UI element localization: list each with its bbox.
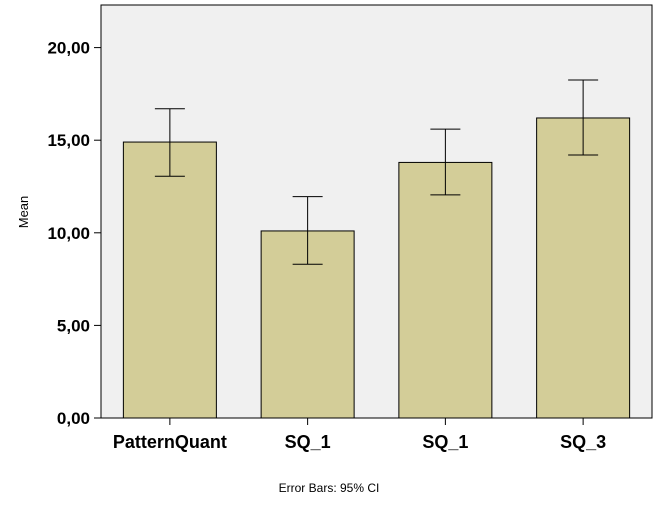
y-tick-label: 0,00 <box>57 409 90 428</box>
bars-group <box>122 117 631 419</box>
x-tick-label: SQ_3 <box>560 432 606 452</box>
x-tick-label: SQ_1 <box>422 432 468 452</box>
y-axis-title: Mean <box>16 196 31 229</box>
bar <box>122 141 217 419</box>
x-tick-label: PatternQuant <box>113 432 227 452</box>
y-tick-label: 15,00 <box>47 131 90 150</box>
bar <box>398 161 493 419</box>
x-axis: PatternQuant SQ_1 SQ_1 SQ_3 <box>113 418 606 452</box>
y-tick-label: 20,00 <box>47 39 90 58</box>
bar <box>536 117 631 419</box>
error-bars-group <box>154 79 599 265</box>
x-tick-label: SQ_1 <box>285 432 331 452</box>
error-bars-footnote: Error Bars: 95% CI <box>279 481 380 495</box>
y-tick-label: 10,00 <box>47 224 90 243</box>
y-axis: 0,00 5,00 10,00 15,00 20,00 <box>47 39 101 428</box>
y-tick-label: 5,00 <box>57 316 90 335</box>
